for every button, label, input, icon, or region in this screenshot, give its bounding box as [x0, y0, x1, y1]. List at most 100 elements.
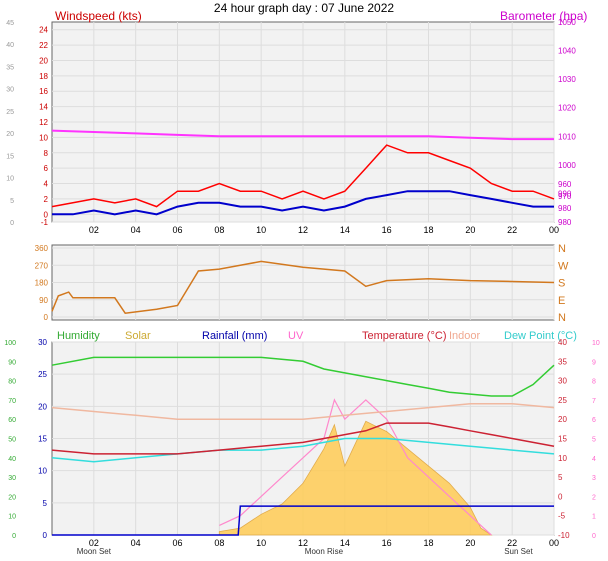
- wind-tick-label: 20: [39, 56, 48, 65]
- wind-tick-label: 10: [39, 133, 48, 142]
- x-tick-label: 10: [256, 225, 266, 235]
- wind-outer-tick-label: 20: [6, 131, 14, 138]
- x-tick-label: 18: [423, 538, 433, 548]
- baro-tick-label: 1040: [558, 47, 576, 56]
- x-tick-label: 02: [89, 538, 99, 548]
- direction-line: [51, 260, 555, 315]
- baro-tick-label: 990: [558, 189, 572, 198]
- dir-tick-label: 0: [44, 313, 49, 322]
- uv-tick-label: 1: [592, 514, 596, 521]
- dewpoint-line: [51, 437, 555, 463]
- legend-dewpoint: Dew Point (°C): [504, 330, 577, 342]
- x-tick-label: 10: [256, 538, 266, 548]
- wind-tick-label: 12: [39, 118, 48, 127]
- x-tick-label: 04: [131, 225, 141, 235]
- wind-outer-tick-label: 40: [6, 42, 14, 49]
- x-tick-label: 08: [214, 225, 224, 235]
- x-tick-label: 22: [507, 538, 517, 548]
- legend-rainfall: Rainfall (mm): [202, 330, 267, 342]
- temp-tick-label: 30: [558, 377, 567, 386]
- x-tick-label: 18: [423, 225, 433, 235]
- astro-annotation: Moon Set: [77, 547, 112, 556]
- temp-tick-label: 25: [558, 396, 567, 405]
- baro-tick-label: 980: [558, 218, 572, 227]
- compass-label: E: [558, 295, 565, 307]
- wind-tick-label: -1: [41, 218, 49, 227]
- climate-panel: Humidity Solar Rainfall (mm) UV Temperat…: [4, 330, 600, 556]
- wind-outer-tick-label: 45: [6, 20, 14, 27]
- rain-tick-label: 15: [38, 435, 47, 444]
- wind-outer-tick-label: 30: [6, 87, 14, 94]
- rain-tick-label: 25: [38, 370, 47, 379]
- baro-edge-label: 960: [558, 180, 572, 189]
- wind-tick-label: 14: [39, 103, 48, 112]
- humidity-tick-label: 100: [4, 340, 16, 347]
- rain-tick-label: 5: [43, 499, 48, 508]
- uv-tick-label: 0: [592, 533, 596, 540]
- wind-panel: Windspeed (kts) Barometer (hpa) 0 2 0 4 0 6 08…: [6, 9, 587, 235]
- x-tick-label: 06: [172, 538, 182, 548]
- x-tick-label: 04: [131, 538, 141, 548]
- astro-annotation: Moon Rise: [305, 547, 344, 556]
- x-tick-label: 22: [507, 225, 517, 235]
- uv-tick-label: 2: [592, 494, 596, 501]
- dir-tick-label: 270: [35, 261, 49, 270]
- wind-tick-label: 22: [39, 41, 48, 50]
- wind-outer-tick-label: 35: [6, 64, 14, 71]
- baro-tick-label: 1030: [558, 75, 576, 84]
- avg-wind-line: [52, 190, 554, 216]
- baro-edge-label: 970: [558, 192, 572, 201]
- rain-tick-label: 20: [38, 402, 47, 411]
- humidity-tick-label: 80: [8, 379, 16, 386]
- rainfall-line: [52, 505, 554, 536]
- temp-tick-label: -10: [558, 531, 570, 540]
- x-tick-label: 16: [382, 225, 392, 235]
- compass-label: W: [558, 260, 569, 272]
- wind-tick-label: 2: [44, 195, 49, 204]
- uv-tick-label: 7: [592, 398, 596, 405]
- wind-axis-label: Windspeed (kts): [55, 9, 142, 23]
- wind-outer-tick-label: 5: [10, 198, 14, 205]
- baro-axis-label: Barometer (hpa): [500, 9, 587, 23]
- x-tick-label: 00: [549, 225, 559, 235]
- dir-tick-label: 180: [35, 279, 49, 288]
- wind-tick-label: 0: [44, 210, 49, 219]
- legend-humidity: Humidity: [57, 330, 100, 342]
- x-tick-label: 16: [382, 538, 392, 548]
- baro-tick-label: 1000: [558, 161, 576, 170]
- humidity-tick-label: 70: [8, 398, 16, 405]
- x-tick-label: 12: [298, 538, 308, 548]
- indoor-line: [51, 403, 555, 420]
- uv-tick-label: 8: [592, 379, 596, 386]
- uv-tick-label: 5: [592, 437, 596, 444]
- humidity-tick-label: 50: [8, 437, 16, 444]
- wind-tick-label: 6: [44, 164, 49, 173]
- x-tick-label: 14: [340, 225, 350, 235]
- wind-tick-label: 24: [39, 26, 48, 35]
- chart-title: 24 hour graph day : 07 June 2022: [214, 1, 394, 15]
- legend-temperature: Temperature (°C): [362, 330, 446, 342]
- temp-tick-label: 10: [558, 454, 567, 463]
- x-tick-label: 20: [465, 538, 475, 548]
- humidity-tick-label: 40: [8, 456, 16, 463]
- dir-tick-label: 90: [39, 296, 48, 305]
- x-tick-label: 08: [214, 538, 224, 548]
- humidity-tick-label: 0: [12, 533, 16, 540]
- humidity-tick-label: 90: [8, 359, 16, 366]
- rain-tick-label: 0: [43, 531, 48, 540]
- wind-tick-label: 4: [44, 180, 49, 189]
- wind-outer-tick-label: 15: [6, 153, 14, 160]
- uv-tick-label: 9: [592, 359, 596, 366]
- humidity-line: [51, 356, 555, 397]
- rain-tick-label: 10: [38, 467, 47, 476]
- baro-tick-label: 1050: [558, 18, 576, 27]
- temp-tick-label: 0: [558, 492, 563, 501]
- temp-tick-label: -5: [558, 512, 566, 521]
- baro-tick-label: 1010: [558, 132, 576, 141]
- wind-outer-tick-label: 25: [6, 109, 14, 116]
- temp-tick-label: 15: [558, 435, 567, 444]
- x-tick-label: 12: [298, 225, 308, 235]
- temp-tick-label: 20: [558, 415, 567, 424]
